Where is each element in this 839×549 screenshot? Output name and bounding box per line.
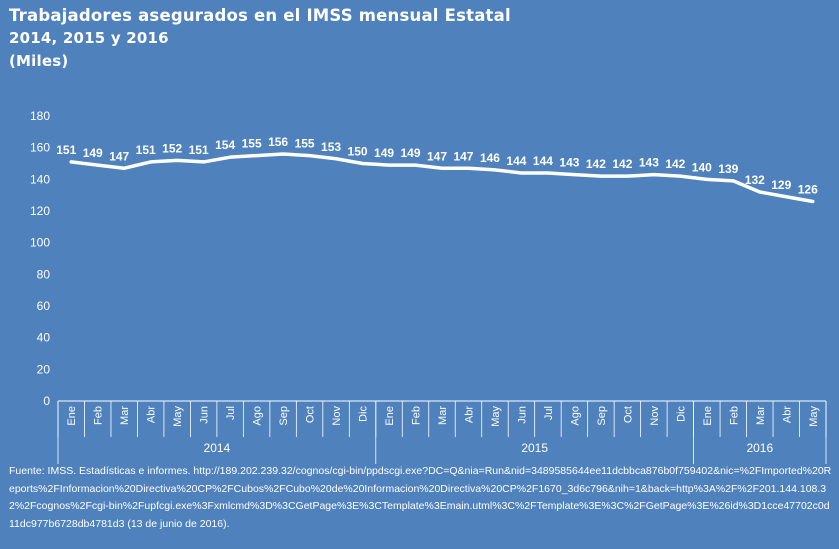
data-label: 149 xyxy=(374,146,394,160)
chart-title-block: Trabajadores asegurados en el IMSS mensu… xyxy=(9,4,511,73)
x-category-label: Jun xyxy=(516,406,528,424)
data-label: 149 xyxy=(401,146,421,160)
x-category-label: Ene xyxy=(384,406,396,426)
data-label: 132 xyxy=(745,173,765,187)
x-category-label: Feb xyxy=(411,406,423,425)
x-category-label: Oct xyxy=(622,406,634,423)
data-label: 154 xyxy=(215,138,235,152)
data-label: 147 xyxy=(453,149,473,163)
data-label: 140 xyxy=(692,160,712,174)
x-category-label: May xyxy=(490,406,502,427)
data-label: 142 xyxy=(665,157,685,171)
data-label: 155 xyxy=(242,137,262,151)
data-label: 151 xyxy=(56,143,76,157)
x-category-label: Feb xyxy=(93,406,105,425)
data-label: 139 xyxy=(718,162,738,176)
x-category-label: Nov xyxy=(331,406,343,426)
y-tick-label: 80 xyxy=(37,267,51,281)
x-category-label: Ago xyxy=(252,406,264,426)
y-tick-label: 40 xyxy=(37,331,51,345)
data-label: 126 xyxy=(798,183,818,197)
data-label: 146 xyxy=(480,151,500,165)
x-category-label: Feb xyxy=(728,406,740,425)
y-tick-label: 20 xyxy=(37,362,51,376)
x-category-label: Oct xyxy=(305,406,317,423)
data-label: 144 xyxy=(533,154,553,168)
x-category-label: Mar xyxy=(119,406,131,425)
x-category-label: Abr xyxy=(146,406,158,423)
x-category-label: Dic xyxy=(675,406,687,422)
source-note: Fuente: IMSS. Estadísticas e informes. h… xyxy=(9,465,832,530)
data-label: 151 xyxy=(189,143,209,157)
y-tick-label: 120 xyxy=(30,204,50,218)
y-tick-label: 160 xyxy=(30,141,50,155)
x-category-label: Ene xyxy=(702,406,714,426)
x-category-label: Dic xyxy=(358,406,370,422)
x-category-label: Sep xyxy=(278,406,290,426)
x-category-label: Sep xyxy=(596,406,608,426)
series-line xyxy=(69,152,815,204)
x-category-label: Jun xyxy=(199,406,211,424)
data-label: 143 xyxy=(639,156,659,170)
chart-title: Trabajadores asegurados en el IMSS mensu… xyxy=(9,6,511,25)
data-label: 156 xyxy=(268,135,288,149)
data-label: 143 xyxy=(559,156,579,170)
x-category-label: Abr xyxy=(781,406,793,423)
y-tick-label: 180 xyxy=(30,109,50,123)
y-tick-label: 140 xyxy=(30,172,50,186)
chart-subtitle-units: (Miles) xyxy=(9,52,69,70)
year-label: 2016 xyxy=(746,441,773,455)
data-label: 152 xyxy=(162,141,182,155)
x-category-label: May xyxy=(172,406,184,427)
y-tick-label: 60 xyxy=(37,299,51,313)
data-label: 142 xyxy=(612,157,632,171)
x-category-label: Jul xyxy=(543,406,555,420)
data-label: 151 xyxy=(136,143,156,157)
x-category-label: Mar xyxy=(437,406,449,425)
data-label: 147 xyxy=(427,149,447,163)
y-tick-label: 100 xyxy=(30,236,50,250)
y-tick-label: 0 xyxy=(43,394,50,408)
x-category-label: Abr xyxy=(463,406,475,423)
data-label: 129 xyxy=(771,178,791,192)
year-label: 2014 xyxy=(204,441,231,455)
chart-subtitle-years: 2014, 2015 y 2016 xyxy=(9,29,169,47)
x-category-label: Mar xyxy=(755,406,767,425)
data-label: 150 xyxy=(348,145,368,159)
x-category-label: Jul xyxy=(225,406,237,420)
x-category-label: Nov xyxy=(649,406,661,426)
data-label: 155 xyxy=(295,137,315,151)
x-category-label: Ago xyxy=(569,406,581,426)
data-label: 149 xyxy=(83,146,103,160)
data-label: 153 xyxy=(321,140,341,154)
year-label: 2015 xyxy=(521,441,548,455)
x-category-label: May xyxy=(808,406,820,427)
data-label: 144 xyxy=(506,154,526,168)
data-label: 142 xyxy=(586,157,606,171)
data-label: 147 xyxy=(109,149,129,163)
x-category-label: Ene xyxy=(66,406,78,426)
